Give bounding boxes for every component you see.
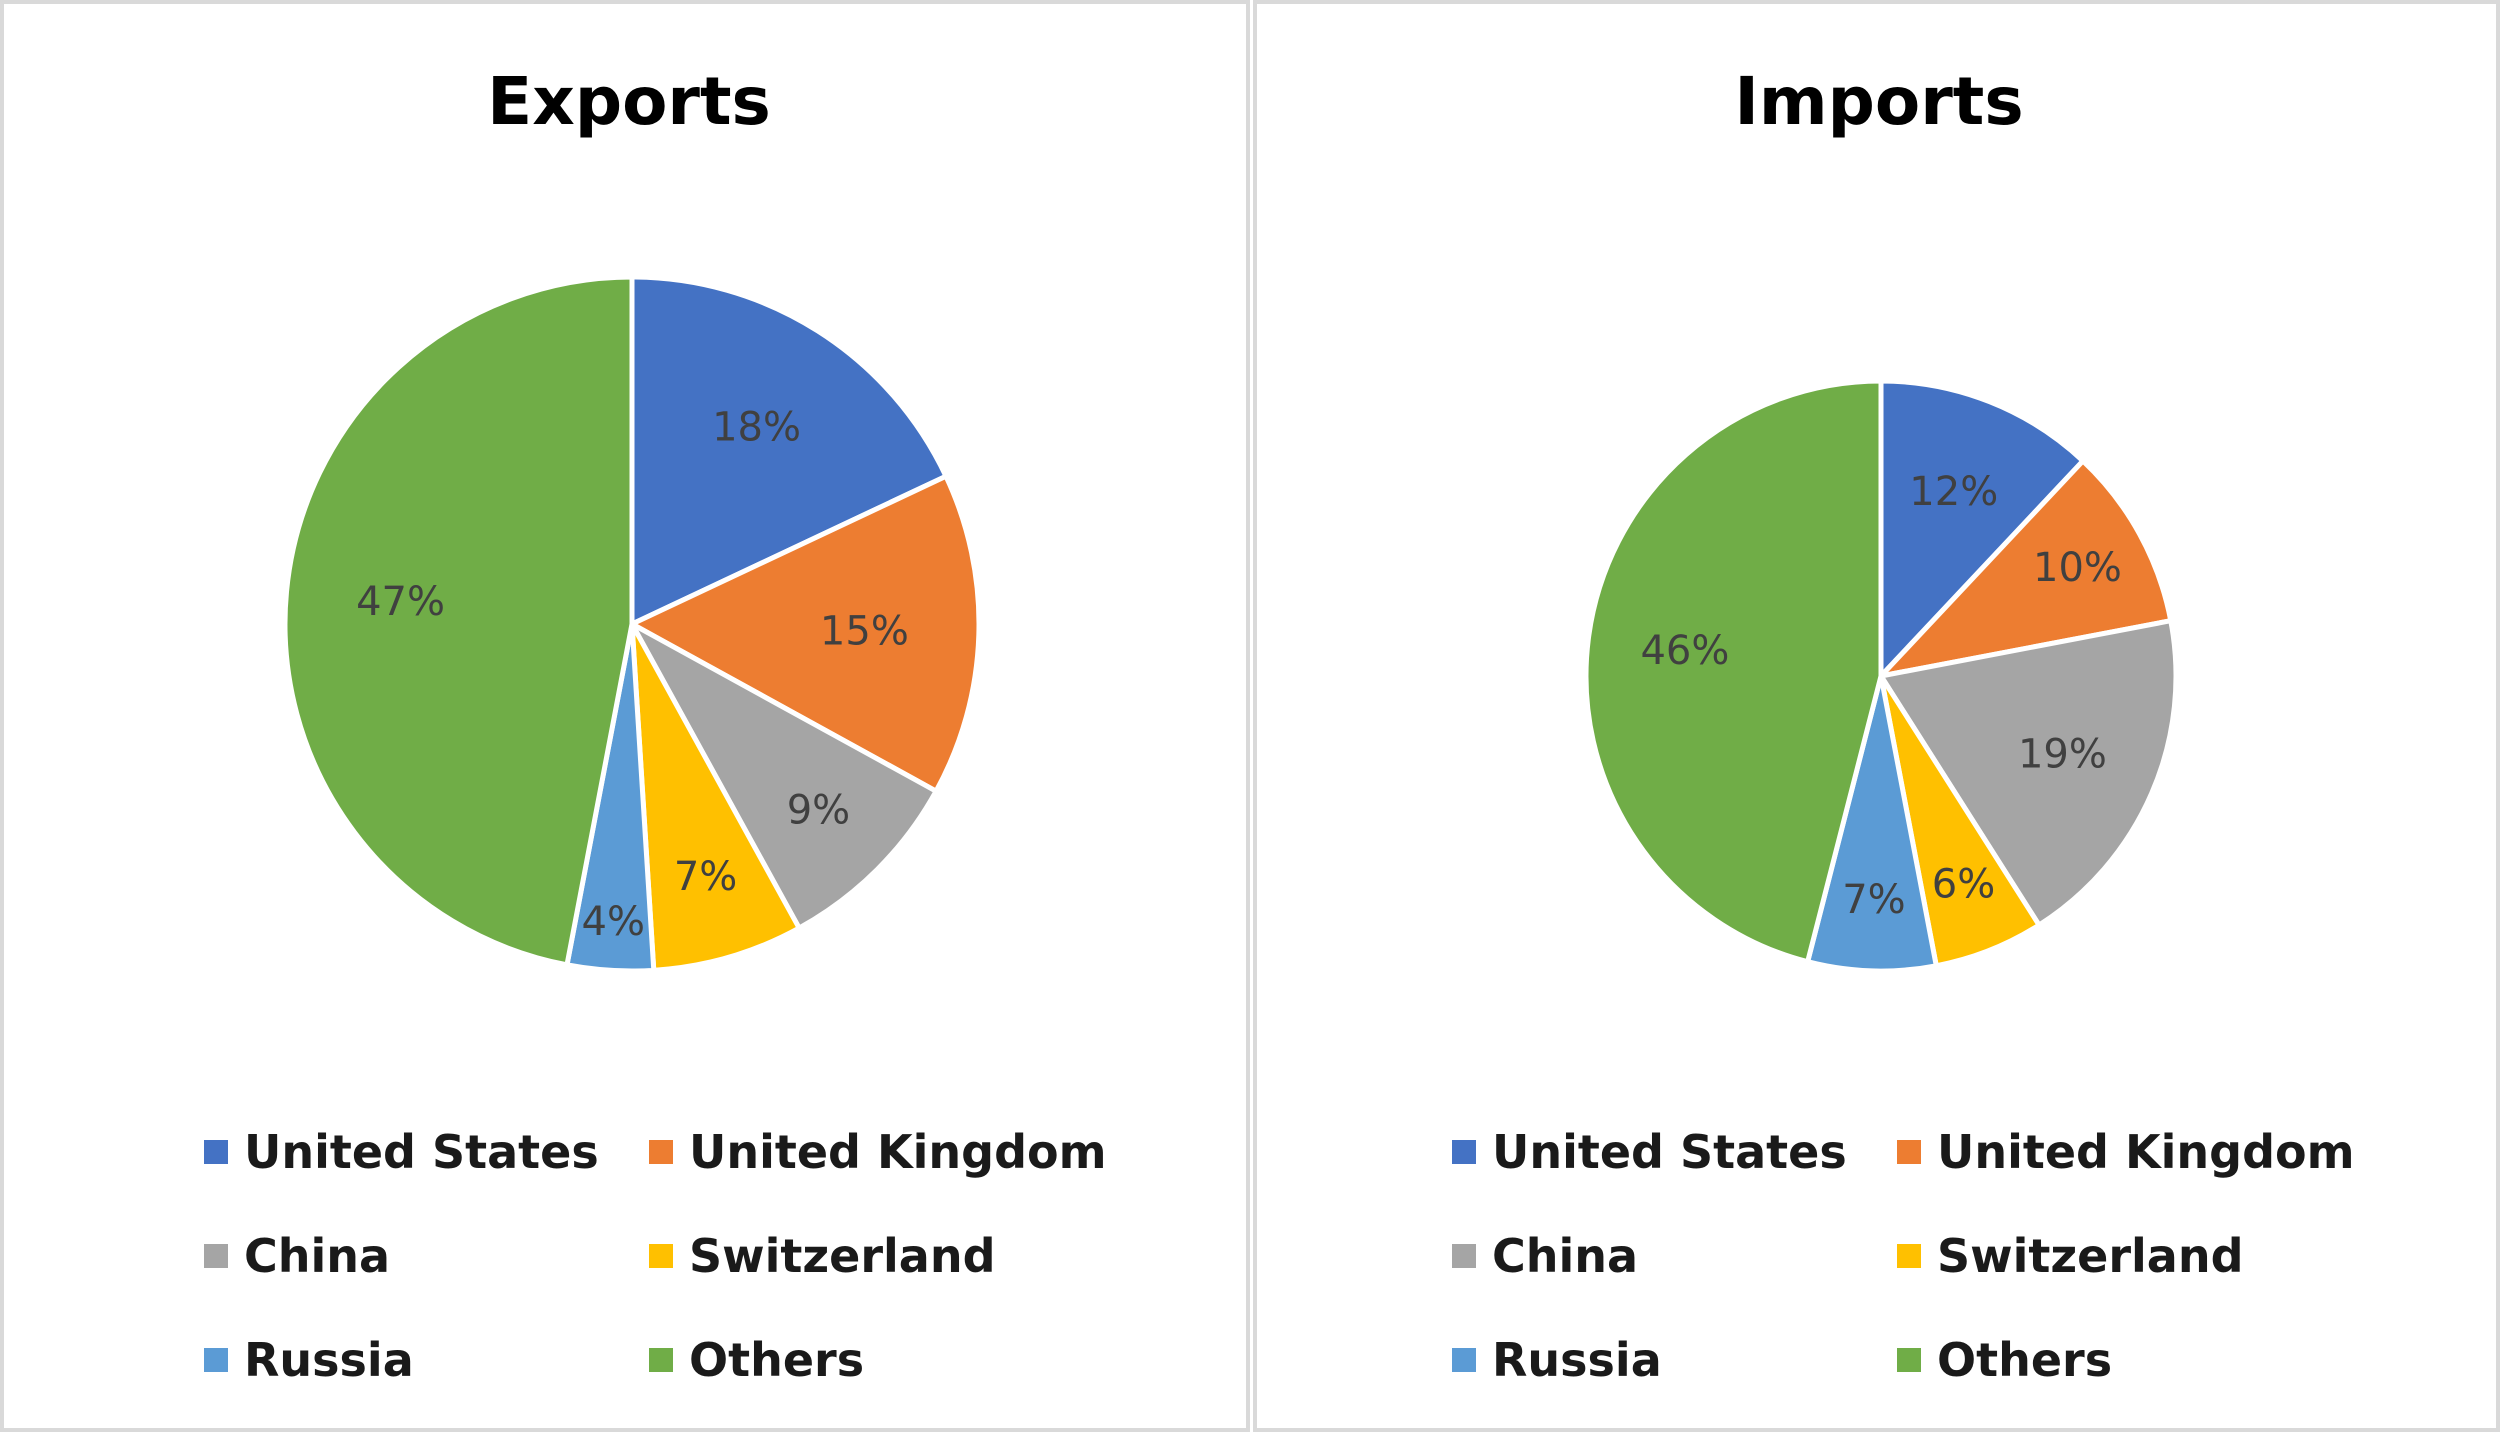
legend-swatch xyxy=(204,1348,228,1372)
exports-data-labels: 18% 15% 9% 7% 4% 47% xyxy=(356,405,909,945)
legend-swatch xyxy=(1897,1140,1921,1164)
exports-legend-item-united-states: United States xyxy=(204,1122,649,1182)
imports-data-label-russia: 7% xyxy=(1842,877,1905,923)
imports-data-label-china: 19% xyxy=(2018,731,2107,777)
exports-data-label-russia: 4% xyxy=(582,899,645,945)
imports-pie-chart: Imports 12% 10% 19% 6% 7% 46% xyxy=(1583,63,2179,974)
exports-slice-china xyxy=(629,621,939,931)
legend-label: Others xyxy=(689,1333,865,1387)
imports-slice-china xyxy=(1878,618,2179,928)
imports-data-label-united-states: 12% xyxy=(1909,469,1998,515)
imports-legend-item-united-states: United States xyxy=(1452,1122,1897,1182)
imports-chart-title: Imports xyxy=(1734,63,2023,140)
exports-legend-item-united-kingdom: United Kingdom xyxy=(649,1122,1107,1182)
imports-slice-united-states xyxy=(1878,378,2086,679)
imports-legend: United States United Kingdom China Switzerl… xyxy=(1452,1122,2355,1390)
imports-legend-item-china: China xyxy=(1452,1226,1897,1286)
exports-data-label-china: 9% xyxy=(787,787,850,833)
imports-legend-item-russia: Russia xyxy=(1452,1330,1897,1390)
imports-legend-item-switzerland: Switzerland xyxy=(1897,1226,2317,1286)
exports-legend-item-others: Others xyxy=(649,1330,1069,1390)
imports-data-labels: 12% 10% 19% 6% 7% 46% xyxy=(1640,469,2121,923)
legend-label: Switzerland xyxy=(1937,1229,2244,1283)
imports-slice-russia xyxy=(1805,673,1939,974)
legend-label: China xyxy=(244,1229,391,1283)
exports-slices xyxy=(282,274,982,974)
exports-data-label-united-kingdom: 15% xyxy=(820,608,909,654)
exports-data-label-others: 47% xyxy=(356,579,445,625)
imports-slice-others xyxy=(1583,378,1884,965)
imports-data-label-united-kingdom: 10% xyxy=(2033,545,2122,591)
legend-label: Russia xyxy=(1492,1333,1662,1387)
exports-slice-united-states xyxy=(629,274,949,627)
imports-legend-item-united-kingdom: United Kingdom xyxy=(1897,1122,2355,1182)
legend-swatch xyxy=(1897,1244,1921,1268)
legend-label: United States xyxy=(1492,1125,1847,1179)
imports-data-label-switzerland: 6% xyxy=(1932,861,1995,907)
legend-swatch xyxy=(649,1140,673,1164)
exports-chart-title: Exports xyxy=(487,63,771,140)
imports-chart-panel: Imports 12% 10% 19% 6% 7% 46% United States Un… xyxy=(1253,0,2500,1432)
exports-chart-panel: Exports 18% 15% 9% 7% 4% 47% United States Uni… xyxy=(0,0,1250,1432)
exports-slice-united-kingdom xyxy=(629,473,982,794)
legend-label: China xyxy=(1492,1229,1639,1283)
exports-legend-item-switzerland: Switzerland xyxy=(649,1226,1069,1286)
legend-swatch xyxy=(204,1244,228,1268)
imports-data-label-others: 46% xyxy=(1640,628,1729,674)
legend-swatch xyxy=(204,1140,228,1164)
legend-label: United Kingdom xyxy=(1937,1125,2355,1179)
legend-swatch xyxy=(649,1244,673,1268)
legend-label: United States xyxy=(244,1125,599,1179)
legend-label: Switzerland xyxy=(689,1229,996,1283)
legend-swatch xyxy=(1452,1348,1476,1372)
legend-swatch xyxy=(1452,1140,1476,1164)
exports-data-label-united-states: 18% xyxy=(712,405,801,451)
legend-swatch xyxy=(649,1348,673,1372)
exports-legend-item-china: China xyxy=(204,1226,649,1286)
imports-slices xyxy=(1583,378,2179,974)
legend-label: Russia xyxy=(244,1333,414,1387)
exports-slice-others xyxy=(282,274,635,968)
exports-legend-item-russia: Russia xyxy=(204,1330,649,1390)
exports-legend: United States United Kingdom China Switzerl… xyxy=(204,1122,1107,1390)
exports-data-label-switzerland: 7% xyxy=(674,854,737,900)
legend-swatch xyxy=(1897,1348,1921,1372)
legend-label: United Kingdom xyxy=(689,1125,1107,1179)
exports-slice-switzerland xyxy=(629,621,802,973)
legend-label: Others xyxy=(1937,1333,2113,1387)
exports-pie-chart: Exports 18% 15% 9% 7% 4% 47% xyxy=(282,63,982,974)
imports-legend-item-others: Others xyxy=(1897,1330,2317,1390)
legend-swatch xyxy=(1452,1244,1476,1268)
imports-slice-united-kingdom xyxy=(1878,458,2174,679)
